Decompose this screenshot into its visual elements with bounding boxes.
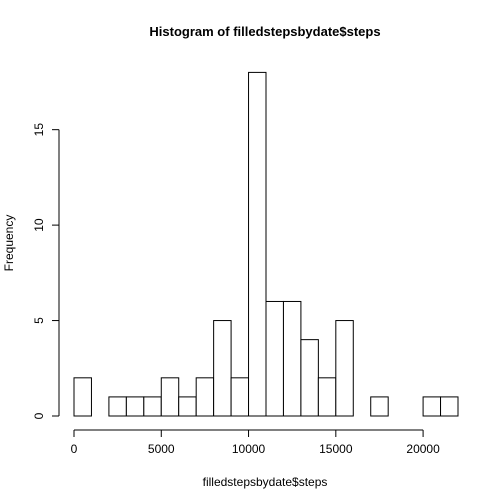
y-tick-label: 5 — [32, 317, 46, 324]
x-axis-label: filledstepsbydate$steps — [203, 475, 328, 489]
histogram-bar — [143, 396, 162, 417]
histogram-bar — [300, 339, 319, 417]
histogram-bar — [422, 396, 442, 417]
histogram-bar — [335, 320, 354, 417]
y-axis-label: Frequency — [2, 215, 16, 272]
x-tick-label: 15000 — [319, 442, 353, 456]
x-tick-label: 5000 — [148, 442, 175, 456]
histogram-bar — [213, 320, 232, 417]
histogram-bar — [370, 396, 389, 417]
histogram-bar — [317, 377, 337, 417]
x-tick-label: 10000 — [232, 442, 266, 456]
histogram-bar — [178, 396, 197, 417]
histogram-bar — [230, 377, 250, 417]
bars-group — [73, 71, 459, 417]
histogram-bar — [73, 377, 92, 417]
histogram-bar — [125, 396, 145, 417]
y-axis: 0 5 10 15 — [32, 123, 60, 419]
histogram-bar — [195, 377, 215, 417]
chart-title: Histogram of filledstepsbydate$steps — [149, 24, 380, 39]
y-tick-label: 0 — [32, 412, 46, 419]
histogram-bar — [440, 396, 459, 417]
histogram-bar — [108, 396, 127, 417]
x-tick-label: 0 — [71, 442, 78, 456]
histogram-bar — [248, 71, 267, 417]
histogram-bar — [160, 377, 180, 417]
histogram-bar — [282, 300, 302, 417]
x-tick-label: 20000 — [406, 442, 440, 456]
y-tick-label: 15 — [32, 123, 46, 137]
histogram-bar — [265, 300, 284, 417]
y-tick-label: 10 — [32, 218, 46, 232]
x-axis: 0 5000 10000 15000 20000 — [71, 429, 440, 456]
